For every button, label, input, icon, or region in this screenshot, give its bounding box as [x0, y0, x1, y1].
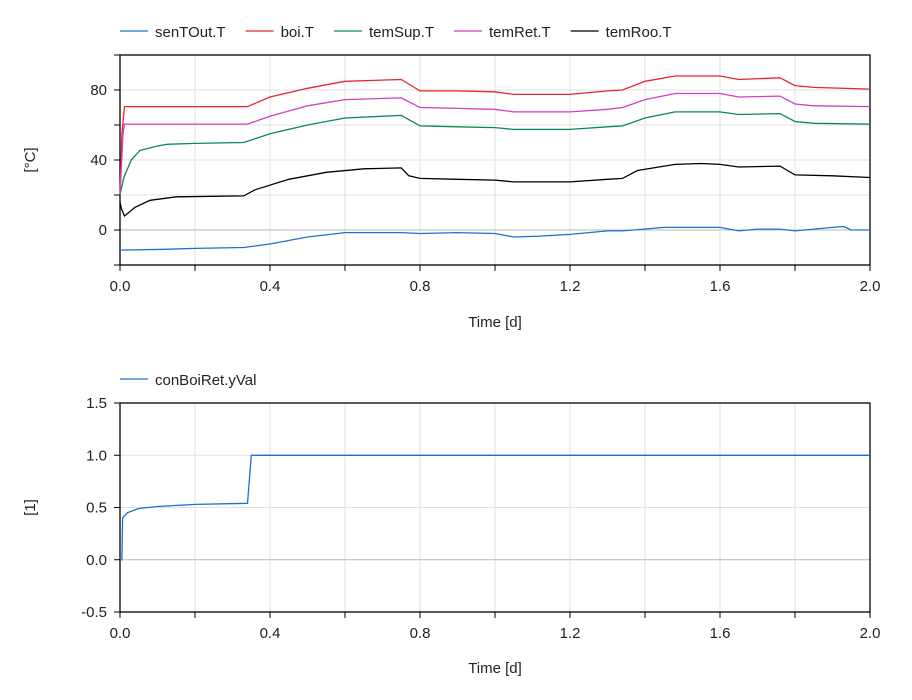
- chart-1-y-tick-label: 0: [99, 222, 107, 239]
- chart-1-legend-label: boi.T: [281, 24, 314, 41]
- chart-1-series-line-temsup-t: [119, 111, 871, 196]
- chart-2-y-tick-label: 0.0: [86, 552, 107, 569]
- chart-1-x-tick-label: 0.4: [260, 278, 281, 295]
- chart-2-y-axis-label: [1]: [22, 499, 39, 516]
- chart-2-x-tick-label: 1.2: [560, 625, 581, 642]
- chart-1-legend-label: senTOut.T: [155, 24, 226, 41]
- chart-2-x-tick-label: 0.4: [260, 625, 281, 642]
- chart-2-legend-label: conBoiRet.yVal: [155, 372, 256, 389]
- chart-1-series-line-temret-t: [119, 92, 871, 196]
- chart-2-x-axis-label: Time [d]: [468, 660, 522, 677]
- chart-1-y-tick-label: 40: [90, 152, 107, 169]
- chart-1-x-tick-label: 0.0: [110, 278, 131, 295]
- chart-2-plot-frame: [119, 402, 871, 613]
- chart-2-y-tick-label: 1.0: [86, 447, 107, 464]
- chart-2-x-tick-label: 1.6: [710, 625, 731, 642]
- chart-1-legend-label: temSup.T: [369, 24, 434, 41]
- chart-2-x-tick-label: 2.0: [860, 625, 881, 642]
- chart-1-x-tick-label: 0.8: [410, 278, 431, 295]
- chart-2-y-tick-label: 1.5: [86, 395, 107, 412]
- chart-1-y-tick-label: 80: [90, 82, 107, 99]
- chart-1-legend-label: temRet.T: [489, 24, 551, 41]
- chart-1-y-axis-label: [°C]: [22, 147, 39, 172]
- chart-1-x-tick-label: 1.2: [560, 278, 581, 295]
- chart-2-series-line-conboiret-yval: [120, 454, 870, 561]
- chart-1-series-line-sentout-t: [119, 225, 870, 251]
- chart-1-series-line-boi-t: [119, 75, 871, 196]
- chart-2-y-tick-label: 0.5: [86, 500, 107, 517]
- chart-2-x-tick-label: 0.0: [110, 625, 131, 642]
- chart-1-x-tick-label: 2.0: [860, 278, 881, 295]
- chart-1-legend-label: temRoo.T: [606, 24, 672, 41]
- chart-2-y-tick-label: -0.5: [81, 604, 107, 621]
- chart-1-series-line-temroo-t: [119, 162, 871, 218]
- chart-2-x-tick-label: 0.8: [410, 625, 431, 642]
- chart-1-x-axis-label: Time [d]: [468, 314, 522, 331]
- chart-1-plot-frame: [119, 54, 871, 266]
- chart-1-x-tick-label: 1.6: [710, 278, 731, 295]
